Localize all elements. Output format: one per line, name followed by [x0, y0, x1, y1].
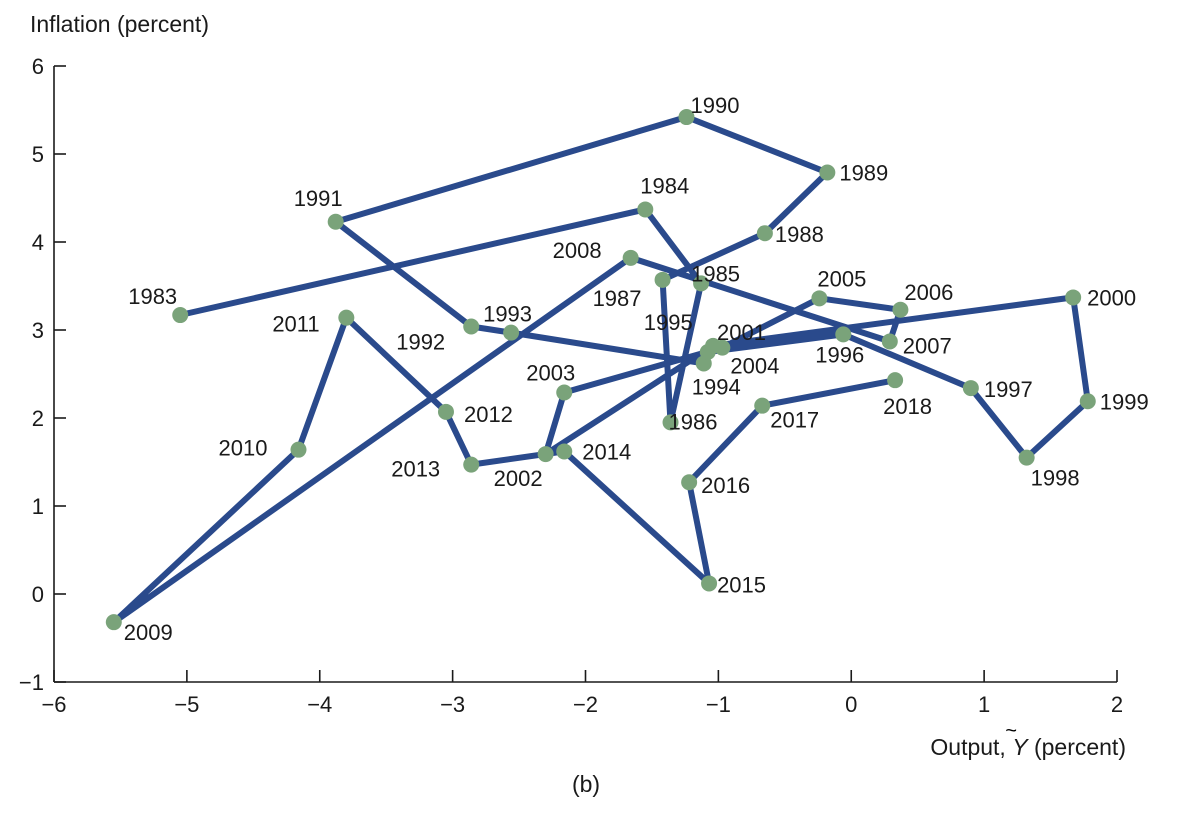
point-label-1997: 1997 [984, 377, 1033, 402]
data-point-1996 [835, 326, 852, 343]
data-point-2010 [290, 441, 307, 458]
y-axis-title: Inflation (percent) [30, 11, 209, 37]
data-points [105, 109, 1096, 631]
data-point-1991 [327, 213, 344, 230]
data-point-2011 [338, 309, 355, 326]
y-tick-label: 2 [32, 406, 44, 431]
data-point-2014 [556, 443, 573, 460]
point-label-1983: 1983 [128, 284, 177, 309]
data-point-2006 [892, 301, 909, 318]
x-tick-label: −2 [573, 692, 598, 717]
x-tick-label: −3 [440, 692, 465, 717]
point-label-2006: 2006 [904, 280, 953, 305]
y-tick-label: 1 [32, 494, 44, 519]
point-label-2003: 2003 [526, 360, 575, 385]
x-tick-label: 2 [1111, 692, 1123, 717]
point-label-1998: 1998 [1031, 466, 1080, 491]
data-point-2000 [1065, 289, 1082, 306]
y-tick-label: 0 [32, 582, 44, 607]
data-point-2017 [754, 397, 771, 414]
point-label-2013: 2013 [391, 457, 440, 482]
point-label-1986: 1986 [669, 409, 718, 434]
figure-caption: (b) [572, 771, 600, 797]
x-tick-label: −1 [706, 692, 731, 717]
data-point-2013 [463, 456, 480, 473]
point-label-2018: 2018 [883, 394, 932, 419]
point-label-1993: 1993 [483, 302, 532, 327]
point-label-1989: 1989 [839, 160, 888, 185]
data-point-2018 [887, 372, 904, 389]
point-label-2009: 2009 [124, 620, 173, 645]
point-label-2016: 2016 [701, 473, 750, 498]
point-label-2005: 2005 [817, 266, 866, 291]
data-point-2012 [437, 403, 454, 420]
data-point-2004 [714, 339, 731, 356]
series-path [110, 114, 1091, 626]
point-label-2010: 2010 [218, 436, 267, 461]
data-point-2015 [701, 575, 718, 592]
point-label-1999: 1999 [1100, 389, 1149, 414]
point-label-1988: 1988 [775, 222, 824, 247]
data-point-1989 [819, 164, 836, 181]
point-label-2007: 2007 [903, 333, 952, 358]
point-label-2017: 2017 [770, 408, 819, 433]
point-label-2000: 2000 [1087, 285, 1136, 310]
data-point-1986 [662, 414, 679, 431]
y-tick-label: 5 [32, 142, 44, 167]
x-tick-label: 0 [845, 692, 857, 717]
data-point-2008 [622, 249, 639, 266]
data-point-1990 [678, 109, 695, 126]
point-label-2011: 2011 [272, 312, 319, 337]
point-label-1992: 1992 [396, 329, 445, 354]
data-point-1988 [756, 225, 773, 242]
x-axis-title-tilde: ~ [1005, 720, 1017, 742]
data-point-1987 [654, 271, 671, 288]
data-point-2016 [681, 474, 698, 491]
x-axis-title-prefix: Output, [930, 734, 1012, 760]
point-label-1994: 1994 [692, 374, 741, 399]
point-label-2012: 2012 [464, 402, 513, 427]
data-point-2005 [811, 290, 828, 307]
data-point-2003 [556, 384, 573, 401]
point-label-1984: 1984 [640, 173, 689, 198]
series-line [110, 114, 1091, 626]
axes: −1 0 1 2 3 4 5 6 −6 −5 −4 −3 −2 −1 0 1 2 [19, 54, 1123, 717]
y-tick-label: 4 [32, 230, 44, 255]
x-tick-label: −6 [41, 692, 66, 717]
point-labels: 1983 1984 1985 1986 1987 1988 1989 1990 1991 1992… [124, 93, 1149, 645]
point-label-2008: 2008 [553, 238, 602, 263]
x-tick-label: −4 [307, 692, 332, 717]
point-label-2004: 2004 [730, 354, 779, 379]
data-point-1983 [172, 307, 189, 324]
data-point-2007 [881, 333, 898, 350]
data-point-2009 [105, 614, 122, 631]
data-point-1993 [503, 324, 520, 341]
x-tick-label: −5 [174, 692, 199, 717]
data-point-1992 [463, 318, 480, 335]
y-tick-label: 3 [32, 318, 44, 343]
point-label-1996: 1996 [815, 342, 864, 367]
point-label-1991: 1991 [294, 186, 343, 211]
point-label-1987: 1987 [593, 286, 642, 311]
x-axis-title: Output, Y (percent) [930, 734, 1126, 760]
x-tick-label: 1 [978, 692, 990, 717]
data-point-2002 [537, 446, 554, 463]
data-point-1998 [1018, 449, 1035, 466]
y-tick-label: 6 [32, 54, 44, 79]
point-label-1995: 1995 [644, 310, 693, 335]
point-label-1990: 1990 [690, 93, 739, 118]
point-label-2001: 2001 [717, 320, 766, 345]
x-axis-title-suffix: (percent) [1028, 734, 1126, 760]
point-label-2015: 2015 [717, 572, 766, 597]
data-point-1984 [637, 201, 654, 218]
point-label-2002: 2002 [494, 466, 543, 491]
point-label-1985: 1985 [691, 261, 740, 286]
data-point-1985 [693, 275, 710, 292]
point-label-2014: 2014 [582, 439, 631, 464]
y-tick-label: −1 [19, 670, 44, 695]
data-point-1997 [962, 380, 979, 397]
data-point-1999 [1079, 393, 1096, 410]
x-axis-title-symbol: Y [1012, 734, 1029, 760]
